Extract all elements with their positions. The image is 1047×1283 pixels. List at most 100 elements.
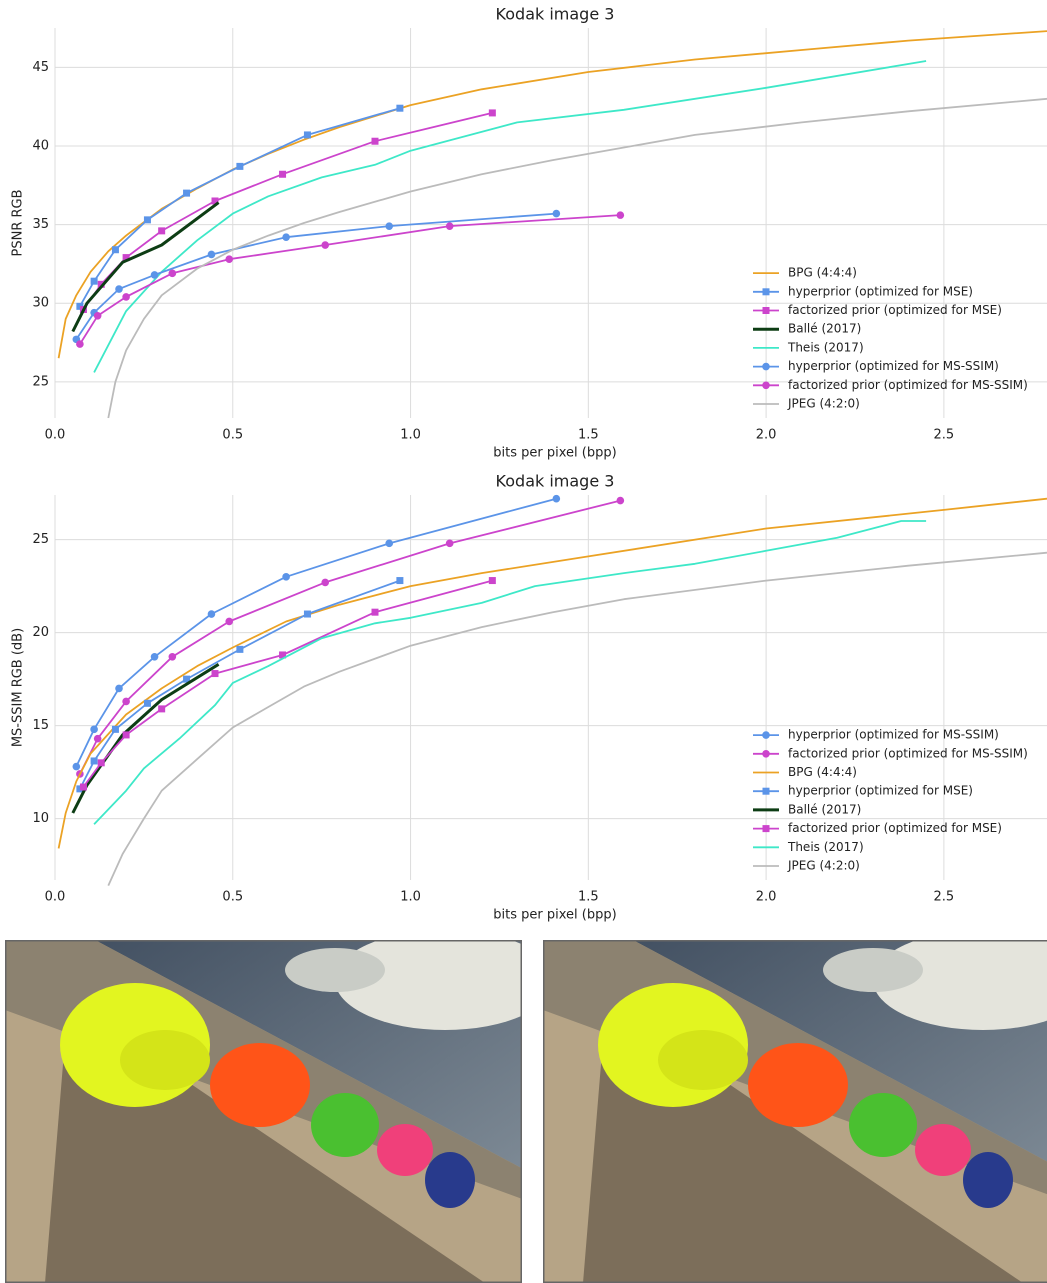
series-line (79, 499, 621, 775)
y-tick-label: 35 (32, 217, 49, 232)
marker (150, 271, 159, 279)
legend-label: JPEG (4:2:0) (787, 859, 860, 873)
marker (211, 197, 219, 205)
legend-label: BPG (4:4:4) (788, 266, 857, 280)
marker (385, 222, 394, 230)
legend-label: hyperprior (optimized for MS-SSIM) (788, 728, 999, 742)
x-tick-label: 2.0 (756, 890, 777, 905)
marker (762, 381, 770, 390)
marker (90, 277, 98, 285)
x-axis-label: bits per pixel (bpp) (493, 446, 616, 461)
legend-label: Ballé (2017) (788, 322, 861, 336)
chart-title: Kodak image 3 (496, 472, 615, 491)
x-tick-label: 2.5 (934, 428, 955, 443)
marker (207, 250, 216, 259)
marker (225, 617, 234, 626)
marker (90, 757, 98, 765)
marker (282, 573, 290, 581)
x-tick-label: 1.0 (400, 428, 421, 443)
marker (93, 311, 102, 320)
marker (143, 699, 151, 707)
marker (122, 731, 130, 739)
x-tick-label: 0.5 (222, 428, 243, 443)
marker (111, 725, 119, 733)
marker (76, 785, 84, 793)
series-line (107, 551, 1047, 886)
charts: 0.0 0.5 1.0 1.5 2.0 2.5 25 30 35 40 45 Kodak image … (11, 5, 1047, 923)
marker (762, 750, 770, 758)
marker (211, 670, 219, 678)
marker (158, 227, 166, 235)
x-axis-label: bits per pixel (bpp) (493, 908, 616, 923)
y-tick-label: 30 (32, 296, 49, 311)
marker (321, 578, 330, 587)
marker (762, 731, 770, 739)
marker (321, 241, 330, 249)
marker (552, 209, 561, 218)
marker (143, 216, 151, 224)
marker (762, 307, 770, 314)
marker (115, 285, 123, 293)
marker (396, 104, 404, 112)
marker (371, 137, 379, 145)
marker (122, 254, 130, 262)
marker (762, 362, 770, 371)
marker (97, 759, 105, 767)
legend-label: factorized prior (optimized for MSE) (788, 821, 1002, 835)
series-line (107, 97, 1047, 419)
marker (762, 288, 770, 296)
marker (488, 109, 496, 117)
marker (90, 725, 98, 734)
marker (396, 577, 404, 585)
marker (279, 170, 287, 178)
chart-title: Kodak image 3 (496, 5, 615, 24)
photo-scene (5, 940, 522, 1283)
marker (115, 684, 123, 693)
y-tick-label: 20 (32, 625, 49, 640)
legend-label: hyperprior (optimized for MSE) (788, 284, 973, 298)
marker (303, 131, 311, 139)
y-tick-label: 40 (32, 138, 49, 153)
plot-area (55, 495, 1047, 880)
marker (122, 293, 130, 301)
marker (158, 705, 166, 713)
legend-label: Theis (2017) (787, 340, 864, 354)
marker (225, 255, 234, 263)
x-tick-label: 0.5 (222, 890, 243, 905)
legend-label: factorized prior (optimized for MS-SSIM) (788, 746, 1028, 760)
x-tick-label: 2.0 (756, 428, 777, 443)
y-tick-label: 15 (32, 718, 49, 733)
marker (122, 697, 130, 706)
y-tick-label: 25 (32, 374, 49, 389)
series-line (82, 579, 493, 788)
series-line (57, 497, 1047, 849)
legend-label: Theis (2017) (787, 840, 864, 854)
series-line (71, 663, 220, 814)
legend-label: BPG (4:4:4) (788, 765, 857, 779)
x-tick-label: 1.5 (578, 428, 599, 443)
y-axis-label: MS-SSIM RGB (dB) (11, 628, 26, 747)
legend-label: factorized prior (optimized for MS-SSIM) (788, 378, 1028, 392)
marker (303, 610, 311, 618)
marker (279, 651, 287, 659)
marker (97, 280, 105, 288)
legend-label: hyperprior (optimized for MS-SSIM) (788, 359, 999, 373)
marker (183, 189, 191, 197)
marker (371, 608, 379, 616)
marker (236, 645, 244, 653)
marker (762, 787, 770, 795)
marker (168, 269, 177, 278)
marker (72, 762, 81, 771)
marker (207, 610, 216, 618)
legend-label: hyperprior (optimized for MSE) (788, 784, 973, 798)
photo-right (543, 940, 1047, 1283)
marker (76, 302, 84, 310)
marker (445, 539, 454, 548)
y-tick-label: 45 (32, 60, 49, 75)
y-tick-label: 25 (32, 532, 49, 547)
marker (762, 825, 770, 833)
series-line (79, 107, 401, 307)
marker (236, 162, 244, 170)
x-tick-label: 2.5 (934, 890, 955, 905)
